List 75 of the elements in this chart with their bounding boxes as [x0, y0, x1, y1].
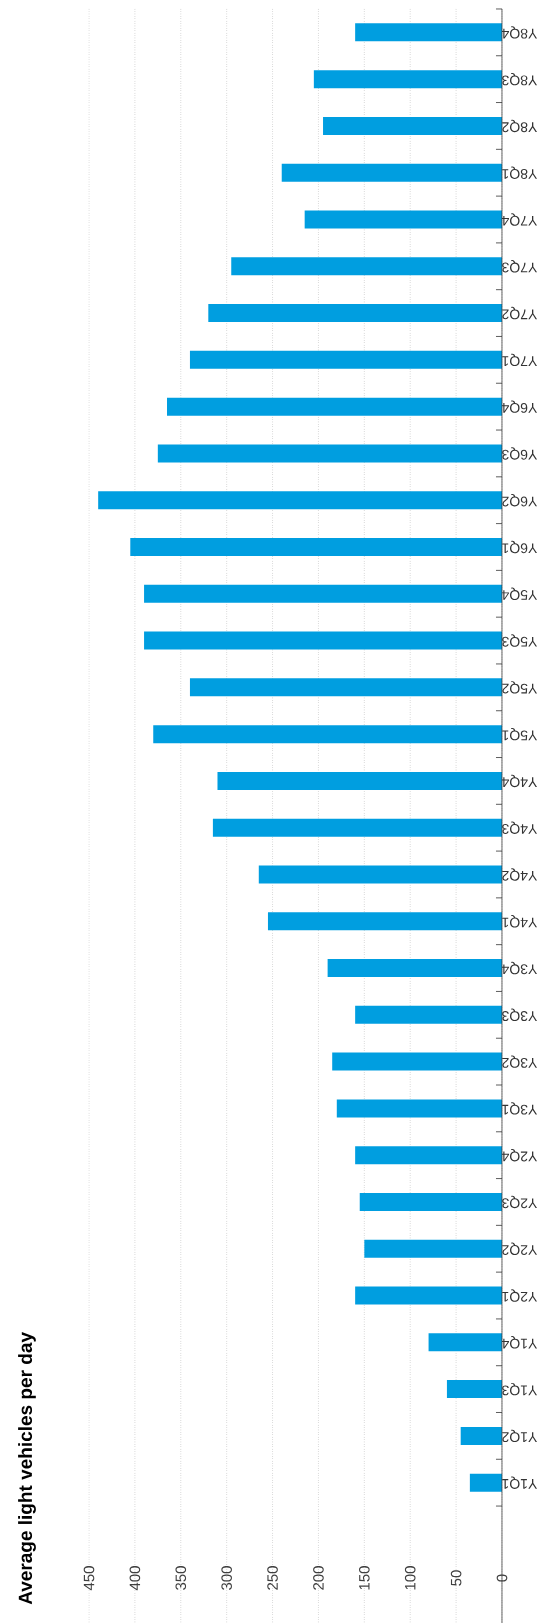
x-tick-label: 300 — [221, 1566, 232, 1590]
bar — [323, 116, 502, 135]
y-tick-label: Y4Q2 — [502, 868, 538, 881]
bar — [304, 210, 502, 229]
y-tick-label: Y2Q2 — [502, 1242, 538, 1255]
bar — [355, 1005, 502, 1024]
bar — [208, 304, 502, 323]
bar — [313, 70, 502, 89]
bar — [153, 725, 502, 744]
x-tick-label: 350 — [175, 1566, 187, 1590]
y-tick-label: Y6Q4 — [501, 400, 538, 413]
y-tick-label: Y5Q3 — [502, 634, 538, 647]
y-tick-label: Y4Q3 — [502, 821, 538, 834]
bar — [167, 397, 502, 416]
bar — [336, 1099, 502, 1118]
x-tick-label: 400 — [129, 1566, 141, 1591]
y-tick-label: Y2Q4 — [501, 1148, 538, 1162]
y-tick-label: Y1Q2 — [502, 1429, 538, 1443]
bar — [144, 584, 502, 603]
y-tick-label: Y8Q2 — [502, 119, 538, 133]
bar — [364, 1239, 502, 1258]
y-tick-label: Y6Q3 — [502, 447, 538, 460]
x-tick-label: 450 — [83, 1566, 95, 1591]
bar — [332, 1052, 502, 1071]
bar — [460, 1426, 502, 1445]
bar — [446, 1380, 502, 1399]
y-tick-label: Y5Q2 — [502, 681, 538, 694]
y-tick-label: Y4Q1 — [502, 915, 538, 928]
bar — [157, 444, 502, 463]
x-tick-label: 50 — [450, 1570, 462, 1586]
y-tick-label: Y7Q3 — [502, 260, 538, 273]
y-tick-label: Y6Q1 — [502, 540, 538, 554]
y-tick-label: Y1Q3 — [502, 1382, 538, 1396]
bar — [144, 631, 502, 650]
y-tick-label: Y1Q1 — [502, 1476, 538, 1489]
bar — [281, 163, 502, 182]
bar — [355, 1286, 502, 1305]
bar — [212, 818, 502, 837]
x-tick-label: 100 — [404, 1566, 416, 1590]
x-tick-label: 0 — [496, 1574, 508, 1582]
bar — [217, 771, 502, 790]
y-tick-label: Y7Q2 — [502, 306, 538, 320]
bar — [355, 23, 502, 42]
y-tick-label: Y4Q4 — [501, 774, 538, 788]
y-tick-label: Y7Q4 — [501, 213, 538, 226]
bar — [130, 537, 502, 556]
bar — [267, 912, 502, 931]
bar — [189, 678, 502, 697]
bar — [355, 1146, 502, 1165]
y-tick-label: Y6Q2 — [502, 493, 538, 507]
y-tick-label: Y3Q2 — [502, 1055, 538, 1068]
y-tick-label: Y8Q4 — [501, 26, 538, 39]
y-tick-label: Y2Q3 — [502, 1195, 538, 1209]
y-tick-label: Y2Q1 — [502, 1289, 538, 1302]
y-tick-label: Y8Q1 — [502, 166, 538, 179]
y-tick-label: Y5Q4 — [501, 587, 538, 600]
bar — [258, 865, 502, 884]
bar — [428, 1333, 502, 1352]
y-tick-label: Y5Q1 — [502, 727, 538, 741]
x-tick-label: 200 — [313, 1566, 324, 1590]
bar — [189, 350, 502, 369]
y-tick-label: Y3Q1 — [502, 1102, 538, 1115]
x-tick-label: 250 — [267, 1566, 278, 1590]
bar — [359, 1192, 502, 1211]
text: Average light vehicles per day — [18, 1332, 36, 1605]
y-tick-label: Y1Q4 — [501, 1336, 538, 1349]
bar — [231, 257, 502, 276]
y-tick-label: Y8Q3 — [502, 72, 538, 86]
y-tick-label: Y3Q4 — [501, 961, 538, 975]
bar — [98, 491, 502, 510]
x-tick-label: 150 — [359, 1566, 370, 1590]
y-tick-label: Y3Q3 — [502, 1008, 538, 1022]
bar — [469, 1473, 502, 1492]
y-tick-label: Y7Q1 — [502, 353, 538, 367]
bar — [327, 959, 502, 978]
